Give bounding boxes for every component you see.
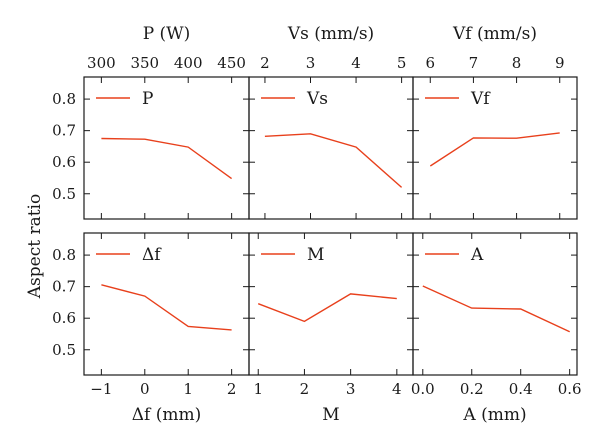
series-line (101, 137, 233, 180)
y-tick-label: 0.6 (52, 309, 76, 327)
x-tick-label: 2 (300, 380, 310, 398)
x-tick-label: 350 (130, 54, 159, 72)
x-tick-label: 0.6 (558, 380, 582, 398)
legend-label: Vf (470, 89, 491, 109)
series-line (422, 285, 570, 333)
series-line (429, 132, 560, 167)
panel-frame (412, 76, 578, 220)
x-axis-title: P (W) (143, 24, 191, 44)
legend-label: Vs (306, 89, 328, 109)
series-line (101, 284, 232, 331)
x-tick-label: 1 (183, 380, 193, 398)
y-tick-label: 0.7 (52, 278, 76, 296)
x-tick-label: 3 (306, 54, 316, 72)
x-tick-label: 0 (140, 380, 150, 398)
legend-label: A (470, 245, 484, 265)
x-tick-label: 0.4 (509, 380, 533, 398)
x-tick-label: 300 (87, 54, 116, 72)
y-tick-label: 0.8 (52, 246, 76, 264)
y-tick-label: 0.5 (52, 341, 76, 359)
legend-label: M (307, 245, 324, 265)
x-tick-label: 0.2 (460, 380, 484, 398)
x-tick-label: 6 (425, 54, 435, 72)
x-tick-label: 400 (174, 54, 203, 72)
x-tick-label: 0.0 (411, 380, 435, 398)
x-axis-title: A (mm) (462, 405, 526, 425)
y-tick-label: 0.6 (52, 153, 76, 171)
series-line (264, 133, 403, 188)
x-tick-label: 4 (351, 54, 361, 72)
x-tick-label: 5 (397, 54, 407, 72)
panel-2: 2 3 4 5 Vs (mm/s) Vs (248, 24, 414, 220)
x-tick-label: −1 (90, 380, 112, 398)
x-tick-label: 7 (469, 54, 479, 72)
x-tick-label: 9 (555, 54, 565, 72)
panel-3: 6 7 8 9 Vf (mm/s) Vf (412, 24, 578, 220)
x-tick-label: 1 (253, 380, 263, 398)
x-axis-title: Δf (mm) (132, 405, 201, 425)
y-tick-label: 0.5 (52, 185, 76, 203)
panel-4: −1 0 1 2 0.5 0.6 0.7 0.8 Δf (mm) Δf (52, 232, 250, 425)
x-axis-title: Vf (mm/s) (452, 24, 537, 44)
x-tick-label: 450 (217, 54, 246, 72)
x-tick-label: 2 (260, 54, 270, 72)
panel-frame (412, 232, 578, 376)
panel-6: 0.0 0.2 0.4 0.6 A (mm) A (411, 232, 582, 425)
series-line (257, 293, 397, 323)
x-axis-title: Vs (mm/s) (287, 24, 374, 44)
legend-label: P (142, 89, 153, 109)
x-tick-label: 2 (227, 380, 237, 398)
panel-1: 300 350 400 450 0.5 0.6 0.7 0.8 P (W) P (52, 24, 250, 220)
x-axis-title: M (322, 405, 339, 425)
x-tick-label: 8 (512, 54, 522, 72)
panel-5: 1 2 3 4 M M (248, 232, 414, 425)
chart-panels: 300 350 400 450 0.5 0.6 0.7 0.8 P (W) P 2 3 4 5 Vs (mm… (52, 24, 581, 425)
legend-label: Δf (142, 245, 162, 265)
x-tick-label: 3 (346, 380, 356, 398)
x-tick-label: 4 (392, 380, 402, 398)
y-tick-label: 0.7 (52, 122, 76, 140)
y-tick-label: 0.8 (52, 90, 76, 108)
y-axis-title: Aspect ratio (25, 194, 45, 299)
